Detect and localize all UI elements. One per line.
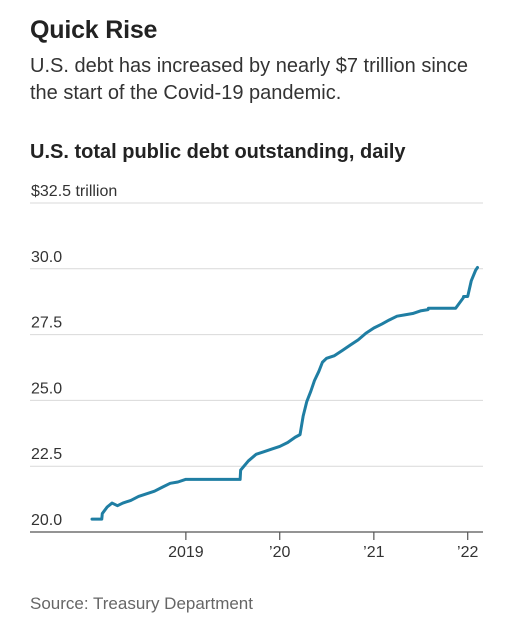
y-tick-label: 27.5 xyxy=(31,315,62,332)
page-subtitle: U.S. debt has increased by nearly $7 tri… xyxy=(30,55,469,104)
x-axis: 2019 ’20 ’21 ’22 xyxy=(30,531,483,561)
x-tick-label: 2019 xyxy=(168,544,204,561)
chart-title: U.S. total public debt outstanding, dail… xyxy=(30,141,406,163)
page-title: Quick Rise xyxy=(30,16,158,44)
series-layer xyxy=(90,265,479,521)
x-tick-label: ’22 xyxy=(457,544,478,561)
x-tick-label: ’20 xyxy=(269,544,290,561)
y-axis-tick-labels: 20.0 22.5 25.0 27.5 30.0 $32.5 trillion xyxy=(31,183,117,529)
x-tick-label: ’21 xyxy=(363,544,384,561)
grid-lines xyxy=(30,202,483,467)
y-tick-label: 25.0 xyxy=(31,380,62,397)
debt-line-chart: 20.0 22.5 25.0 27.5 30.0 $32.5 trillion 2019 ’… xyxy=(30,183,483,561)
y-tick-label: 30.0 xyxy=(31,249,62,266)
y-tick-label: $32.5 trillion xyxy=(31,183,117,200)
series-line-debt xyxy=(90,265,479,521)
y-tick-label: 20.0 xyxy=(31,512,62,529)
y-tick-label: 22.5 xyxy=(31,446,62,463)
source-note: Source: Treasury Department xyxy=(30,594,253,613)
